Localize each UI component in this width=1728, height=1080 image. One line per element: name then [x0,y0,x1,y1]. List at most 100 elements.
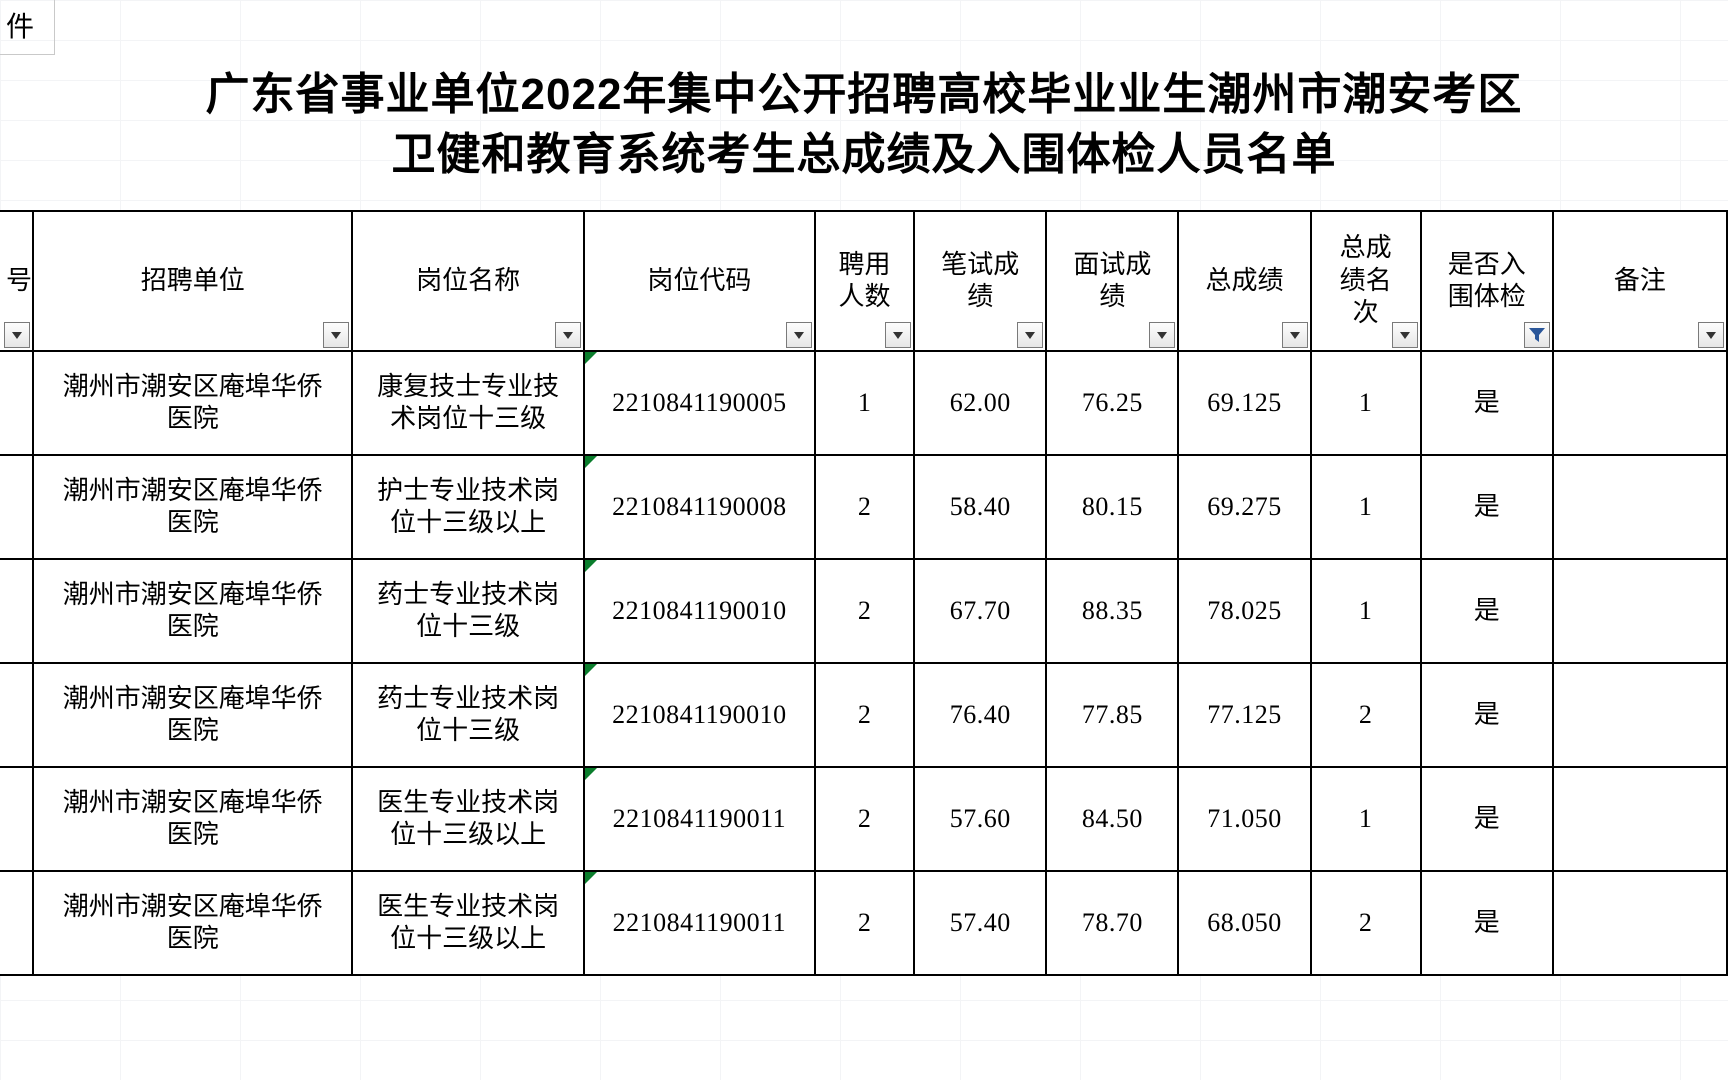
cell-interview[interactable]: 84.50 [1046,767,1178,871]
cell-interview[interactable]: 78.70 [1046,871,1178,975]
table-row[interactable]: 潮州市潮安区庵埠华侨 医院医生专业技术岗 位十三级以上 2210841190011… [0,767,1727,871]
cell-total[interactable]: 71.050 [1178,767,1310,871]
cell-employer[interactable]: 潮州市潮安区庵埠华侨 医院 [33,767,352,871]
filter-dropdown-button[interactable] [1698,322,1724,348]
cell-interview[interactable]: 80.15 [1046,455,1178,559]
cell-interview[interactable]: 76.25 [1046,351,1178,455]
cell-code[interactable]: 2210841190011 [584,767,815,871]
column-header-remark[interactable]: 备注 [1553,211,1727,351]
cell-employer[interactable]: 潮州市潮安区庵埠华侨 医院 [33,871,352,975]
cell-interview[interactable]: 77.85 [1046,663,1178,767]
cell-employer[interactable]: 潮州市潮安区庵埠华侨 医院 [33,455,352,559]
filter-dropdown-button[interactable] [4,322,30,348]
column-header-hire_n[interactable]: 聘用 人数 [815,211,914,351]
cell-seq[interactable] [0,871,33,975]
cell-seq[interactable] [0,559,33,663]
table-row[interactable]: 潮州市潮安区庵埠华侨 医院康复技士专业技 术岗位十三级2210841190005… [0,351,1727,455]
cell-hire_n[interactable]: 1 [815,351,914,455]
cell-hire_n[interactable]: 2 [815,663,914,767]
cell-position[interactable]: 护士专业技术岗 位十三级以上 [352,455,583,559]
cell-rank[interactable]: 2 [1311,663,1421,767]
cell-hire_n[interactable]: 2 [815,455,914,559]
cell-rank[interactable]: 1 [1311,455,1421,559]
column-header-pass[interactable]: 是否入 围体检 [1421,211,1553,351]
cell-written[interactable]: 67.70 [914,559,1046,663]
cell-hire_n[interactable]: 2 [815,559,914,663]
cell-written[interactable]: 58.40 [914,455,1046,559]
cell-seq[interactable] [0,455,33,559]
cell-pass[interactable]: 是 [1421,559,1553,663]
cell-remark[interactable] [1553,871,1727,975]
column-header-label: 聘用 人数 [839,249,891,314]
cell-employer[interactable]: 潮州市潮安区庵埠华侨 医院 [33,559,352,663]
column-header-seq[interactable]: 号 [0,211,33,351]
cell-rank[interactable]: 1 [1311,351,1421,455]
filter-dropdown-button[interactable] [323,322,349,348]
cell-text: 2 [858,596,872,625]
cell-remark[interactable] [1553,455,1727,559]
cell-employer[interactable]: 潮州市潮安区庵埠华侨 医院 [33,663,352,767]
column-header-total[interactable]: 总成绩 [1178,211,1310,351]
cell-written[interactable]: 62.00 [914,351,1046,455]
cell-position[interactable]: 药士专业技术岗 位十三级 [352,663,583,767]
column-header-label: 面试成 绩 [1073,249,1151,314]
cell-seq[interactable] [0,351,33,455]
cell-remark[interactable] [1553,559,1727,663]
filter-dropdown-button[interactable] [1282,322,1308,348]
filter-dropdown-button[interactable] [1017,322,1043,348]
cell-position[interactable]: 医生专业技术岗 位十三级以上 [352,871,583,975]
cell-written[interactable]: 57.40 [914,871,1046,975]
table-row[interactable]: 潮州市潮安区庵埠华侨 医院医生专业技术岗 位十三级以上2210841190011… [0,871,1727,975]
cell-text: 医生专业技术岗 位十三级以上 [377,788,559,850]
column-header-interview[interactable]: 面试成 绩 [1046,211,1178,351]
filter-dropdown-button[interactable] [786,322,812,348]
cell-written[interactable]: 76.40 [914,663,1046,767]
cell-rank[interactable]: 1 [1311,767,1421,871]
column-header-position[interactable]: 岗位名称 [352,211,583,351]
column-header-code[interactable]: 岗位代码 [584,211,815,351]
cell-interview[interactable]: 88.35 [1046,559,1178,663]
cell-total[interactable]: 77.125 [1178,663,1310,767]
cell-remark[interactable] [1553,351,1727,455]
cell-pass[interactable]: 是 [1421,351,1553,455]
cell-seq[interactable] [0,663,33,767]
cell-hire_n[interactable]: 2 [815,767,914,871]
partial-cell-top-left[interactable]: 件 [0,0,55,55]
cell-rank[interactable]: 2 [1311,871,1421,975]
cell-seq[interactable] [0,767,33,871]
filter-dropdown-button[interactable] [555,322,581,348]
cell-pass[interactable]: 是 [1421,767,1553,871]
cell-code[interactable]: 2210841190010 [584,559,815,663]
cell-remark[interactable] [1553,663,1727,767]
cell-employer[interactable]: 潮州市潮安区庵埠华侨 医院 [33,351,352,455]
cell-text: 护士专业技术岗 位十三级以上 [377,476,559,538]
table-row[interactable]: 潮州市潮安区庵埠华侨 医院药士专业技术岗 位十三级221084119001027… [0,663,1727,767]
cell-total[interactable]: 78.025 [1178,559,1310,663]
cell-pass[interactable]: 是 [1421,663,1553,767]
cell-position[interactable]: 康复技士专业技 术岗位十三级 [352,351,583,455]
cell-code[interactable]: 2210841190008 [584,455,815,559]
cell-hire_n[interactable]: 2 [815,871,914,975]
cell-code[interactable]: 2210841190005 [584,351,815,455]
cell-code[interactable]: 2210841190011 [584,871,815,975]
cell-written[interactable]: 57.60 [914,767,1046,871]
column-header-rank[interactable]: 总成 绩名 次 [1311,211,1421,351]
filter-dropdown-button[interactable] [1392,322,1418,348]
cell-rank[interactable]: 1 [1311,559,1421,663]
filter-dropdown-button[interactable] [885,322,911,348]
table-row[interactable]: 潮州市潮安区庵埠华侨 医院药士专业技术岗 位十三级2210841190010 2 6… [0,559,1727,663]
filter-active-funnel-icon[interactable] [1524,322,1550,348]
cell-total[interactable]: 68.050 [1178,871,1310,975]
cell-pass[interactable]: 是 [1421,455,1553,559]
column-header-written[interactable]: 笔试成 绩 [914,211,1046,351]
cell-total[interactable]: 69.275 [1178,455,1310,559]
filter-dropdown-button[interactable] [1149,322,1175,348]
cell-pass[interactable]: 是 [1421,871,1553,975]
column-header-employer[interactable]: 招聘单位 [33,211,352,351]
table-row[interactable]: 潮州市潮安区庵埠华侨 医院护士专业技术岗 位十三级以上 2210841190008… [0,455,1727,559]
cell-remark[interactable] [1553,767,1727,871]
cell-code[interactable]: 2210841190010 [584,663,815,767]
cell-total[interactable]: 69.125 [1178,351,1310,455]
cell-position[interactable]: 医生专业技术岗 位十三级以上 [352,767,583,871]
cell-position[interactable]: 药士专业技术岗 位十三级 [352,559,583,663]
